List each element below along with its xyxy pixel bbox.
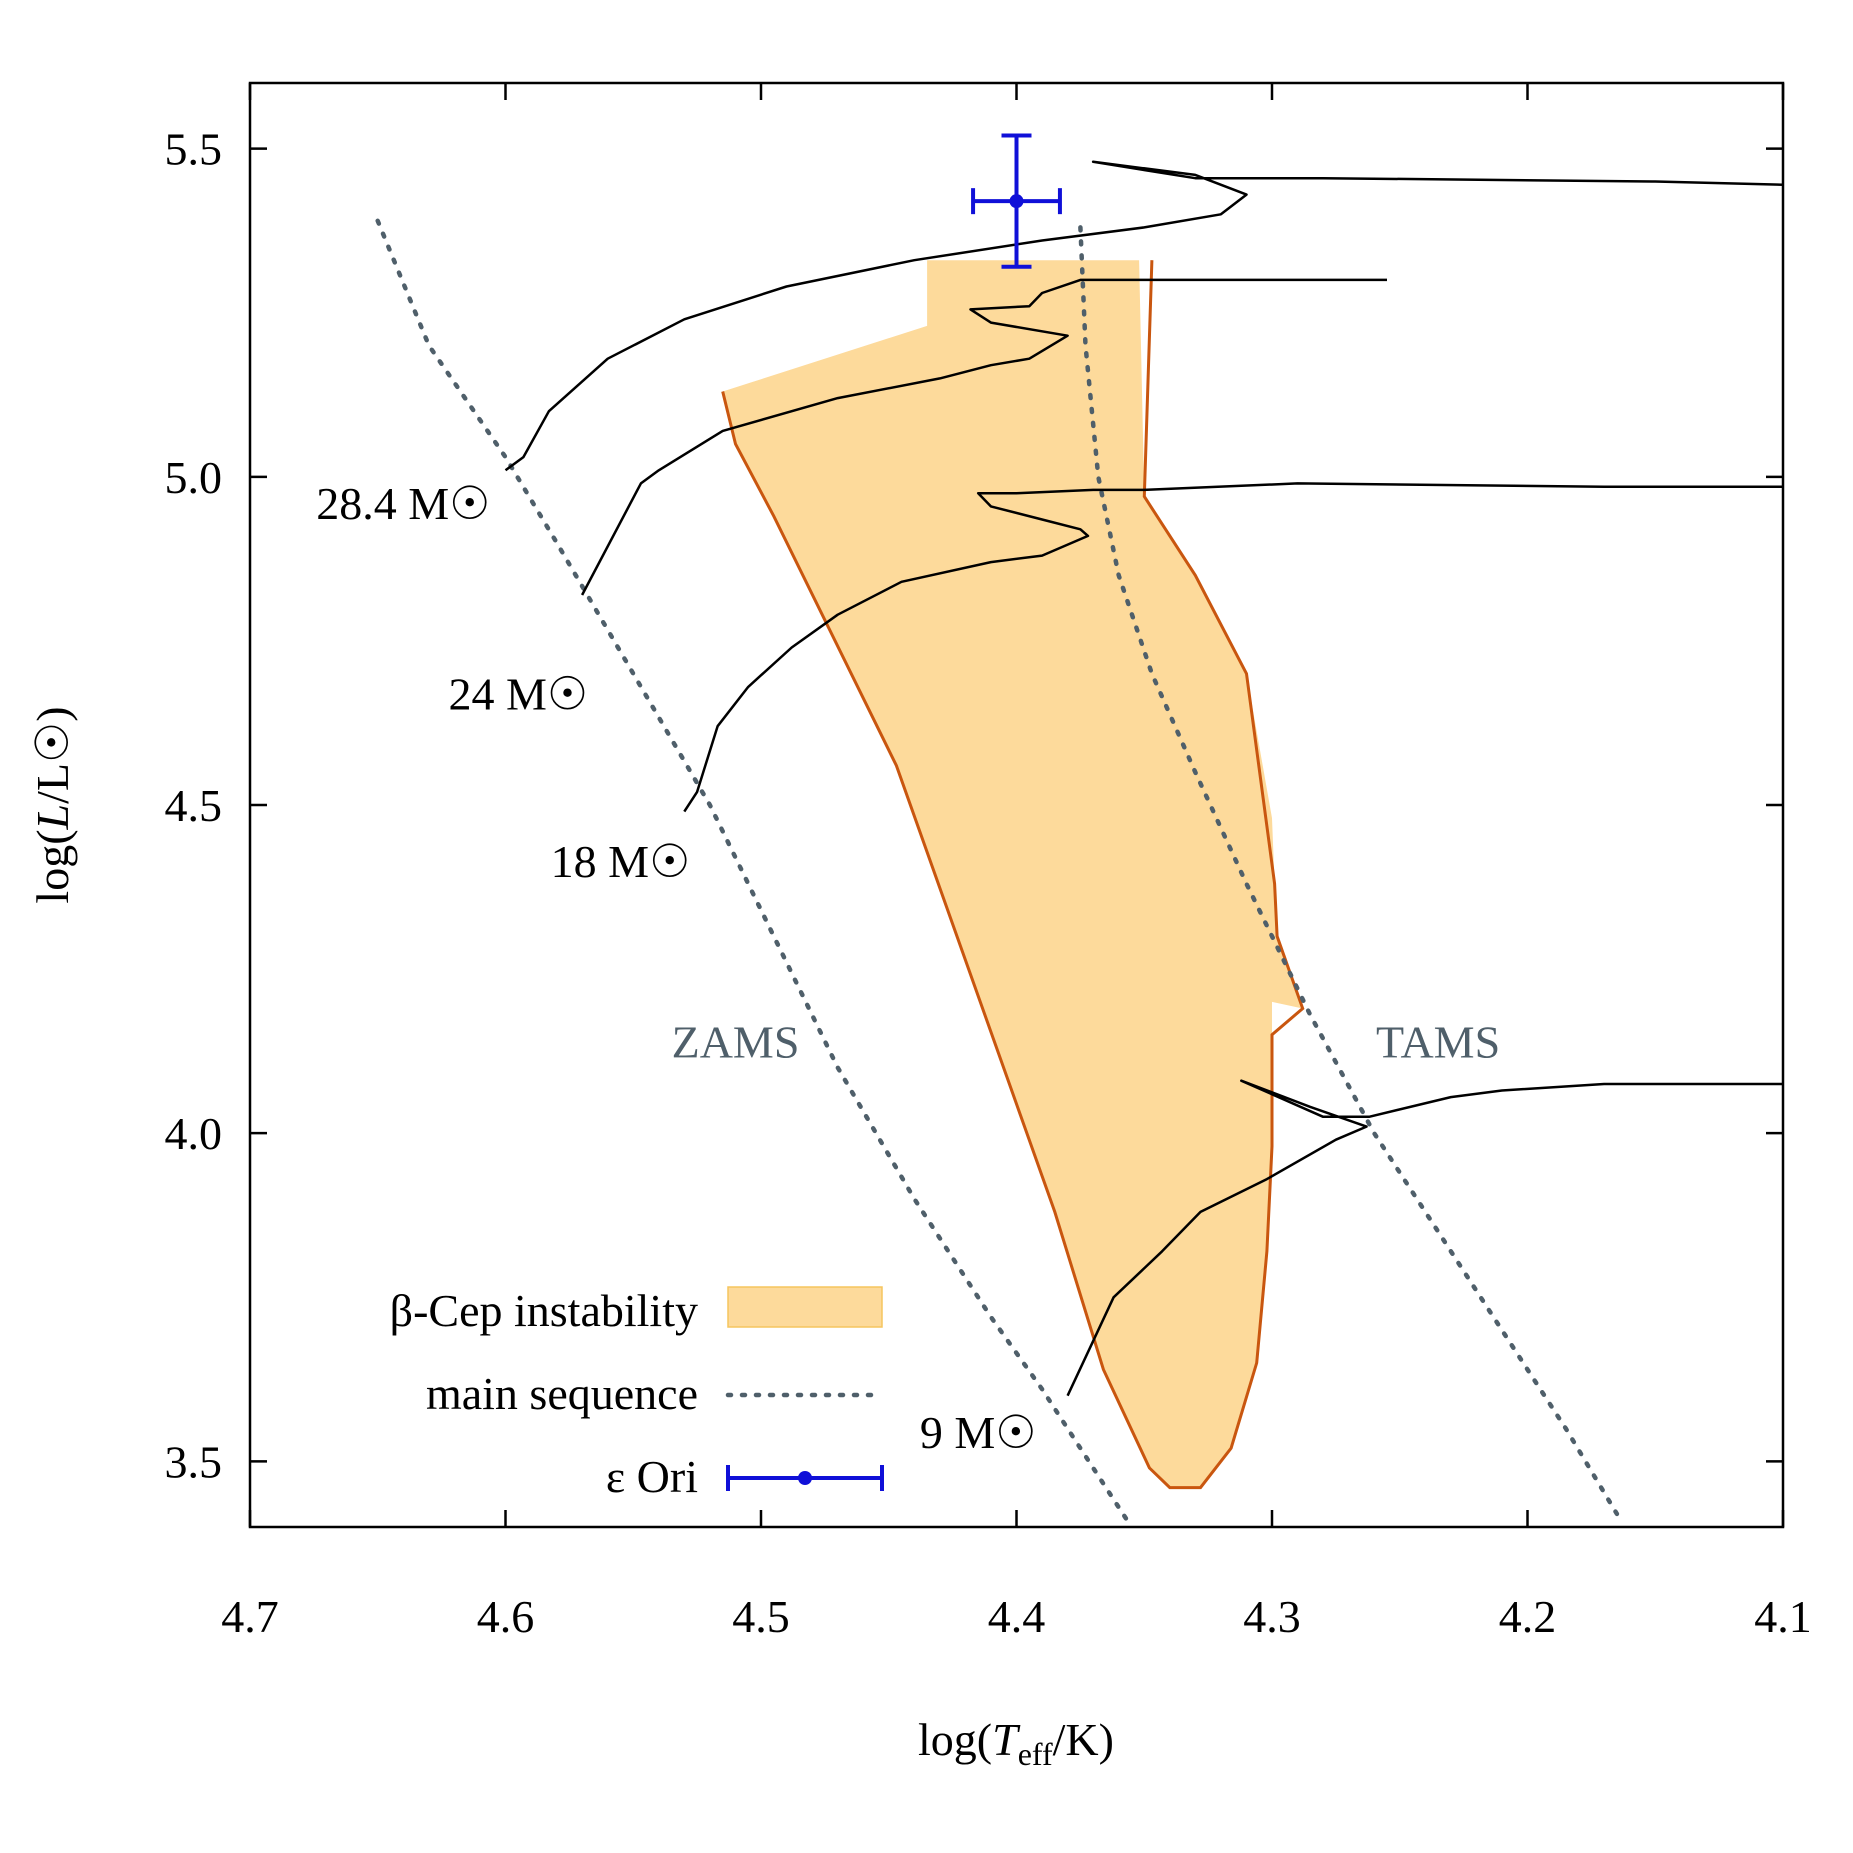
x-tick-label: 4.5 — [732, 1591, 790, 1642]
mass-label-18: 18 M☉ — [551, 836, 691, 887]
instability-region — [722, 260, 1303, 1488]
legend-label-star: ε Ori — [606, 1451, 698, 1502]
track-18 — [683, 482, 1783, 813]
zams-label: ZAMS — [672, 1016, 800, 1067]
zams-line — [375, 218, 1134, 1527]
legend-label-instability: β-Cep instability — [390, 1285, 698, 1336]
legend-label-main-sequence: main sequence — [426, 1368, 698, 1419]
track-9 — [1066, 1079, 1783, 1397]
y-tick-label: 3.5 — [165, 1436, 223, 1487]
tams-line — [1078, 225, 1620, 1517]
track-28-4 — [504, 160, 1783, 472]
mass-label-9: 9 M☉ — [920, 1407, 1037, 1458]
instability-edge — [721, 260, 1305, 1490]
y-tick-label: 5.0 — [165, 452, 223, 503]
legend-star-point — [798, 1471, 812, 1485]
tams-label: TAMS — [1376, 1016, 1500, 1067]
star-marker — [971, 133, 1062, 269]
x-tick-label: 4.7 — [221, 1591, 279, 1642]
ticks-layer: 4.7 4.6 4.5 4.4 4.3 4.2 4.1 3.5 4.0 4.5 5.0 5.5 — [165, 83, 1812, 1642]
y-tick-label: 4.5 — [165, 780, 223, 831]
x-tick-label: 4.3 — [1243, 1591, 1301, 1642]
track-24 — [580, 278, 1387, 596]
mass-label-28-4: 28.4 M☉ — [316, 478, 490, 529]
legend-swatch-instability — [727, 1286, 883, 1328]
mass-label-24: 24 M☉ — [448, 668, 588, 719]
star-point — [1009, 194, 1024, 209]
y-tick-label: 5.5 — [165, 124, 223, 175]
x-tick-label: 4.1 — [1754, 1591, 1812, 1642]
x-tick-label: 4.6 — [477, 1591, 535, 1642]
x-tick-label: 4.2 — [1499, 1591, 1557, 1642]
legend: β-Cep instability main sequence ε Ori — [390, 1285, 885, 1502]
plot-area — [375, 133, 1783, 1527]
x-axis-label: log(Teff/K) — [918, 1714, 1114, 1772]
legend-swatch-star — [726, 1465, 884, 1491]
x-tick-label: 4.4 — [988, 1591, 1046, 1642]
plot-layer — [375, 133, 1783, 1527]
y-tick-label: 4.0 — [165, 1108, 223, 1159]
y-axis-label: log(L/L☉) — [27, 706, 78, 903]
